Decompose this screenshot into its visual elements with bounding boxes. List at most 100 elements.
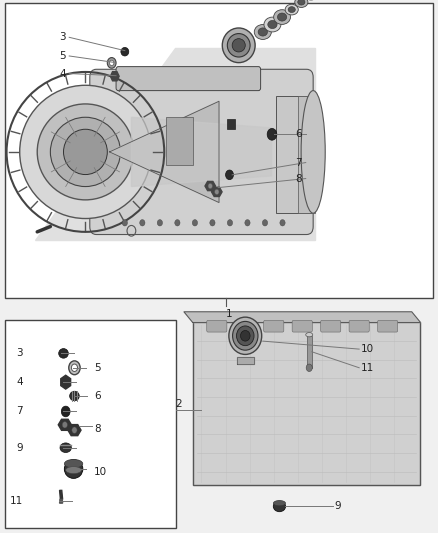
Ellipse shape	[285, 4, 298, 15]
Polygon shape	[205, 181, 215, 191]
Ellipse shape	[20, 85, 151, 219]
Bar	[166, 117, 193, 165]
Circle shape	[245, 220, 250, 226]
Circle shape	[226, 170, 233, 180]
Circle shape	[175, 220, 180, 226]
Ellipse shape	[64, 459, 83, 468]
Polygon shape	[110, 71, 119, 81]
Circle shape	[208, 183, 212, 189]
Text: 6: 6	[94, 391, 101, 401]
Ellipse shape	[264, 17, 281, 32]
Text: 3: 3	[59, 33, 66, 42]
Text: 9: 9	[16, 443, 23, 453]
Circle shape	[61, 406, 70, 417]
Ellipse shape	[232, 39, 245, 52]
Polygon shape	[237, 357, 254, 364]
Ellipse shape	[60, 443, 71, 453]
Text: 4: 4	[59, 69, 66, 78]
FancyBboxPatch shape	[235, 320, 255, 332]
Circle shape	[267, 128, 277, 140]
Circle shape	[157, 220, 162, 226]
Polygon shape	[212, 187, 222, 197]
Bar	[298, 96, 315, 213]
Polygon shape	[61, 375, 71, 389]
Text: 4: 4	[16, 377, 23, 387]
FancyBboxPatch shape	[349, 320, 369, 332]
Polygon shape	[35, 48, 315, 240]
Ellipse shape	[233, 321, 258, 350]
Bar	[276, 96, 311, 213]
Polygon shape	[60, 490, 63, 499]
Text: 10: 10	[94, 467, 107, 477]
Ellipse shape	[306, 333, 313, 337]
Ellipse shape	[295, 0, 308, 7]
Text: 1: 1	[226, 309, 232, 319]
Ellipse shape	[59, 349, 68, 358]
Circle shape	[262, 220, 268, 226]
Text: 7: 7	[16, 407, 23, 416]
Polygon shape	[193, 322, 420, 485]
Circle shape	[280, 220, 285, 226]
Circle shape	[140, 220, 145, 226]
Ellipse shape	[288, 7, 295, 13]
Text: 9: 9	[334, 502, 341, 511]
FancyBboxPatch shape	[378, 320, 398, 332]
Text: 5: 5	[94, 363, 101, 373]
Bar	[307, 336, 312, 368]
FancyBboxPatch shape	[321, 320, 341, 332]
Ellipse shape	[222, 28, 255, 63]
Ellipse shape	[273, 500, 286, 506]
Ellipse shape	[301, 91, 325, 213]
Ellipse shape	[277, 13, 287, 21]
Text: 2: 2	[175, 399, 182, 409]
Polygon shape	[60, 499, 63, 503]
Text: 7: 7	[296, 158, 302, 167]
FancyBboxPatch shape	[292, 320, 312, 332]
Text: 8: 8	[94, 424, 101, 433]
Circle shape	[71, 364, 78, 372]
Ellipse shape	[66, 467, 81, 474]
Circle shape	[72, 427, 77, 433]
Ellipse shape	[229, 317, 262, 354]
Circle shape	[62, 422, 67, 428]
Ellipse shape	[240, 330, 250, 341]
Bar	[5, 3, 433, 298]
Text: 8: 8	[296, 174, 302, 183]
Circle shape	[122, 220, 127, 226]
Circle shape	[110, 60, 114, 66]
Text: 5: 5	[59, 51, 66, 61]
Ellipse shape	[258, 28, 268, 36]
Polygon shape	[184, 312, 420, 322]
Circle shape	[192, 220, 198, 226]
Circle shape	[215, 189, 219, 195]
Circle shape	[210, 220, 215, 226]
FancyBboxPatch shape	[207, 320, 227, 332]
Polygon shape	[68, 425, 81, 435]
Text: 11: 11	[360, 363, 374, 373]
FancyBboxPatch shape	[116, 67, 261, 91]
Ellipse shape	[50, 117, 120, 187]
Ellipse shape	[64, 459, 83, 479]
Ellipse shape	[121, 47, 129, 56]
Text: 10: 10	[360, 344, 374, 354]
Bar	[227, 119, 235, 129]
Ellipse shape	[70, 391, 79, 401]
Ellipse shape	[227, 34, 250, 57]
FancyBboxPatch shape	[264, 320, 284, 332]
Ellipse shape	[273, 501, 286, 512]
Text: 11: 11	[10, 496, 23, 506]
FancyBboxPatch shape	[90, 69, 313, 235]
Ellipse shape	[37, 104, 134, 200]
Bar	[5, 320, 176, 528]
Circle shape	[227, 220, 233, 226]
Ellipse shape	[254, 25, 271, 39]
Circle shape	[306, 364, 312, 372]
Polygon shape	[131, 117, 272, 187]
Ellipse shape	[268, 20, 277, 29]
Circle shape	[107, 58, 116, 68]
Ellipse shape	[64, 130, 107, 175]
Ellipse shape	[298, 0, 305, 5]
Polygon shape	[110, 101, 219, 203]
Text: 6: 6	[296, 130, 302, 139]
Circle shape	[69, 361, 80, 375]
